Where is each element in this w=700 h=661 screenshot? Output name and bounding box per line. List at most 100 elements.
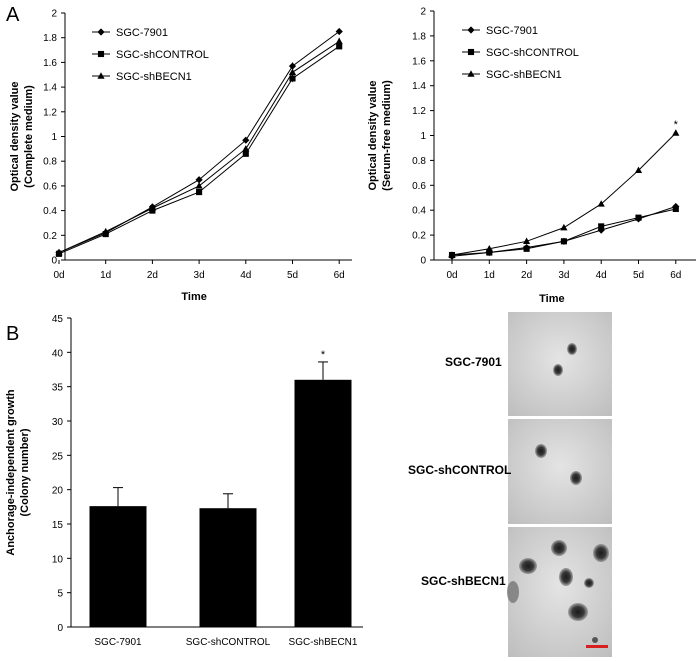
data-point-square <box>336 43 343 50</box>
colony <box>593 544 609 562</box>
data-point-triangle <box>97 72 105 79</box>
legend-label: SGC-7901 <box>116 27 168 39</box>
y-tick-label: 1.8 <box>412 31 426 42</box>
colony <box>553 364 563 376</box>
x-tick-label: 3d <box>194 270 205 281</box>
legend-label: SGC-shBECN1 <box>486 69 562 81</box>
data-point-diamond <box>467 26 475 34</box>
data-point-square <box>97 50 105 58</box>
debris <box>507 581 519 603</box>
x-tick-label: 6d <box>334 270 345 281</box>
data-point-diamond <box>288 62 297 70</box>
data-point-triangle <box>102 227 110 235</box>
panel-letter-b: B <box>6 323 19 345</box>
y-tick-label: 2 <box>51 9 57 20</box>
colony <box>559 568 573 586</box>
y-axis-title-line1: Anchorage-independent growth <box>5 389 17 556</box>
data-point-triangle <box>55 248 63 256</box>
data-point-square <box>523 245 530 252</box>
colony <box>584 578 594 588</box>
y-axis-title-line2: (Complete medium) <box>23 85 35 188</box>
legend-label: SGC-shCONTROL <box>486 47 579 59</box>
data-point-square <box>289 75 296 82</box>
y-tick-label: 0.6 <box>412 181 426 192</box>
data-point-triangle <box>634 166 643 174</box>
series-line <box>451 208 676 256</box>
y-tick-label: 1.2 <box>43 107 57 118</box>
data-point-square <box>196 189 203 196</box>
y-tick-label: 0.6 <box>43 181 57 192</box>
x-tick-label: 1d <box>100 270 111 281</box>
significance-marker: * <box>674 119 679 131</box>
debris <box>592 637 598 643</box>
x-tick-label: SGC-7901 <box>94 637 142 648</box>
series-sgc-shcontrol: SGC-shCONTROL <box>55 43 343 257</box>
x-tick-label: 2d <box>521 270 532 281</box>
y-tick-label: 5 <box>57 589 63 600</box>
legend-label: SGC-7901 <box>486 25 538 37</box>
data-point-triangle <box>560 223 568 231</box>
data-point-square <box>242 150 249 157</box>
colony <box>570 471 582 485</box>
scale-bar <box>586 645 608 648</box>
legend-label: SGC-shBECN1 <box>116 71 192 83</box>
y-axis-title-line1: Optical density value <box>367 80 379 190</box>
x-tick-label: 5d <box>633 270 644 281</box>
data-point-triangle <box>597 200 605 207</box>
y-tick-label: 1.6 <box>43 58 57 69</box>
y-tick-label: 0 <box>420 256 426 267</box>
photo-sgc-shcontrol <box>508 419 612 524</box>
x-tick-label: SGC-shBECN1 <box>289 637 358 648</box>
y-tick-label: 10 <box>52 554 64 565</box>
y-tick-label: 25 <box>52 451 64 462</box>
significance-marker: * <box>321 349 326 361</box>
y-tick-label: 35 <box>52 383 64 394</box>
photo-sgc-7901 <box>508 312 612 416</box>
y-tick-label: 30 <box>52 417 64 428</box>
y-axis-title-line2: (Colony number) <box>19 428 31 516</box>
x-tick-label: 4d <box>596 270 607 281</box>
y-tick-label: 1.4 <box>412 81 426 92</box>
y-tick-label: 2 <box>420 7 426 18</box>
data-point-diamond <box>97 28 105 36</box>
data-point-triangle <box>672 129 680 136</box>
x-tick-label: 0d <box>446 270 457 281</box>
y-tick-label: 0.2 <box>43 231 57 242</box>
series-sgc-shbecn1: SGC-shBECN1 <box>448 69 680 258</box>
chart-colony-number: 0 5 10 15 20 25 30 35 40 45 Anchorage-independent … <box>5 314 363 648</box>
chart-complete-medium: 0 0.2 0.4 0.6 0.8 1 1.2 1.4 1.6 1.8 2 0d 1d 2d 3d 4d 5d 6… <box>9 9 352 303</box>
panel-letter-a: A <box>6 4 20 26</box>
data-point-triangle <box>523 237 531 245</box>
data-point-square <box>635 214 642 221</box>
y-tick-label: 1.2 <box>412 106 426 117</box>
colony-cluster <box>553 343 577 376</box>
x-tick-label: 1d <box>484 270 495 281</box>
y-axis-title-line2: (Serum-free medium) <box>381 80 393 191</box>
legend-label: SGC-shCONTROL <box>116 49 209 61</box>
bar-sgc-shbecn1 <box>294 379 352 627</box>
data-point-triangle <box>195 182 203 189</box>
data-point-triangle <box>485 245 493 252</box>
photo-label-sgc-shbecn1: SGC-shBECN1 <box>421 574 506 588</box>
y-tick-label: 1 <box>51 132 57 143</box>
y-tick-label: 0.8 <box>43 157 57 168</box>
y-tick-label: 1.4 <box>43 83 57 94</box>
data-point-square <box>598 223 605 230</box>
x-tick-label: 5d <box>287 270 298 281</box>
y-tick-label: 0 <box>51 256 57 267</box>
colony-cluster <box>535 444 582 485</box>
series-sgc-shbecn1: SGC-shBECN1 <box>55 37 343 256</box>
series-line <box>58 31 340 254</box>
data-point-square <box>672 205 679 213</box>
y-tick-label: 15 <box>52 520 64 531</box>
data-point-triangle <box>467 70 475 77</box>
y-tick-label: 1.6 <box>412 56 426 67</box>
bar-sgc-7901 <box>89 506 147 627</box>
y-tick-label: 0 <box>57 623 63 634</box>
y-tick-label: 40 <box>52 348 64 359</box>
colony <box>535 444 547 458</box>
x-tick-label: 0d <box>53 270 64 281</box>
data-point-triangle <box>242 145 250 152</box>
chart-serum-free-medium: 0 0.2 0.4 0.6 0.8 1 1.2 1.4 1.6 1.8 2 0d 1d 2d 3d 4d 5d 6… <box>367 7 696 305</box>
